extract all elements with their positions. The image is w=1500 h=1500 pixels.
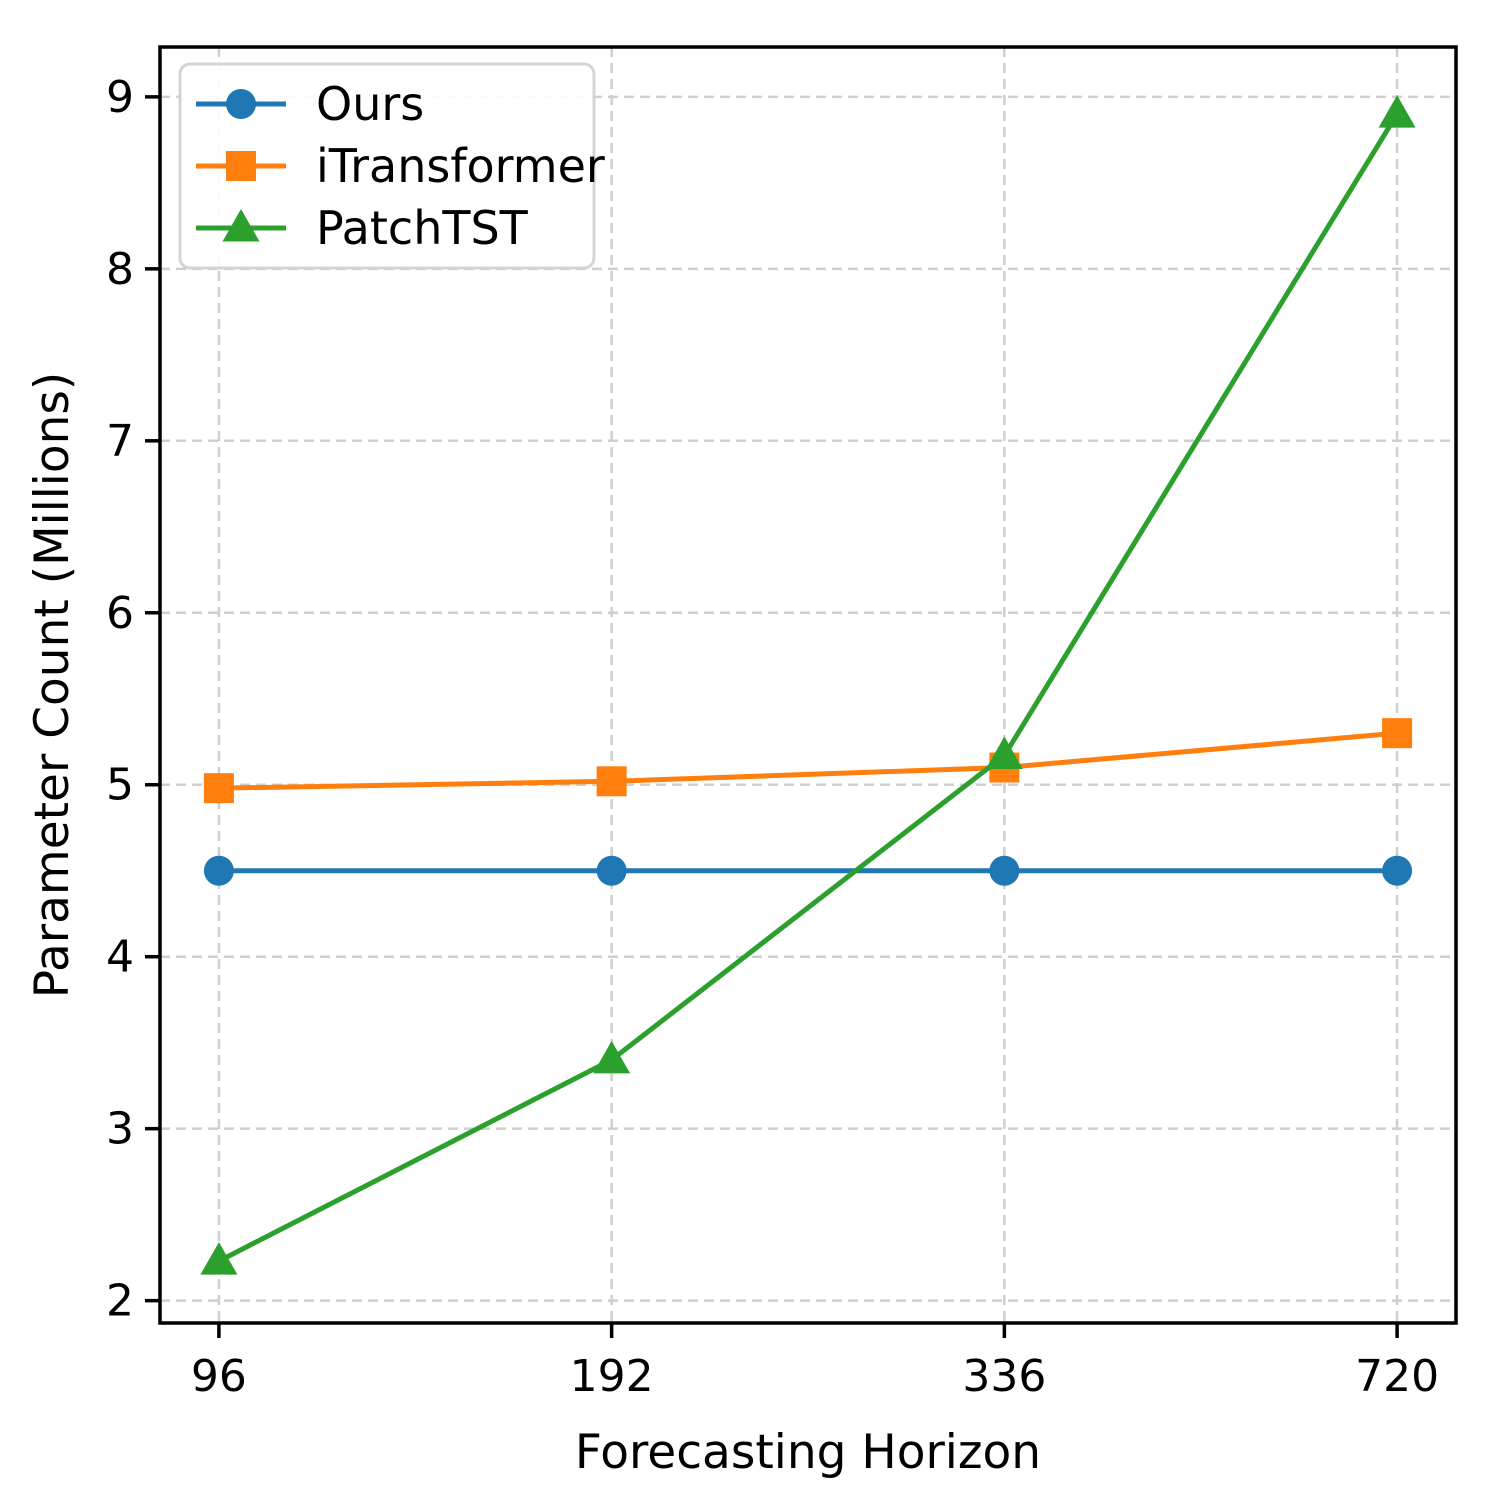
legend: Ours iTransformer PatchTST xyxy=(178,62,605,270)
y-tick-label: 6 xyxy=(106,588,134,639)
legend-box xyxy=(178,62,596,270)
legend-label: Ours xyxy=(316,77,424,131)
series-line-patchtst xyxy=(216,111,1400,1264)
y-axis-label: Parameter Count (Millions) xyxy=(25,372,80,998)
y-tick-label: 7 xyxy=(106,416,134,467)
y-tick-label: 2 xyxy=(106,1276,134,1327)
data-point-ours-circle-marker xyxy=(1382,855,1413,886)
legend-item-ours: Ours xyxy=(196,77,424,131)
data-point-itransformer-square-marker xyxy=(203,773,234,804)
legend-label: iTransformer xyxy=(316,139,605,193)
data-point-ours-circle-marker xyxy=(989,855,1020,886)
y-tick-label: 3 xyxy=(106,1104,134,1155)
data-point-patchtst-triangle-marker xyxy=(200,1242,238,1275)
y-tick-label: 8 xyxy=(106,244,134,295)
data-point-itransformer-square-marker xyxy=(1382,718,1413,749)
x-axis-label: Forecasting Horizon xyxy=(575,1425,1041,1480)
x-tick-label: 336 xyxy=(962,1351,1046,1402)
y-tick-label: 9 xyxy=(106,72,134,123)
data-point-ours-circle-marker xyxy=(596,855,627,886)
legend-triangle-marker xyxy=(222,209,260,242)
legend-square-marker xyxy=(226,151,256,181)
x-tick-label: 96 xyxy=(191,1351,247,1402)
legend-circle-marker xyxy=(226,89,256,119)
data-point-ours-circle-marker xyxy=(203,855,234,886)
data-point-patchtst-triangle-marker xyxy=(593,1040,631,1074)
data-point-itransformer-square-marker xyxy=(596,766,627,797)
legend-item-patchtst: PatchTST xyxy=(196,201,529,255)
x-tick-label: 720 xyxy=(1355,1351,1439,1402)
y-tick-label: 4 xyxy=(106,932,134,983)
plot-border xyxy=(158,45,1458,1325)
x-tick-label: 192 xyxy=(570,1351,654,1402)
data-point-patchtst-triangle-marker xyxy=(985,736,1023,770)
y-tick-label: 5 xyxy=(106,760,134,811)
legend-item-itransformer: iTransformer xyxy=(196,139,605,193)
data-point-patchtst-triangle-marker xyxy=(1378,95,1416,128)
series-line-itransformer xyxy=(216,730,1400,791)
legend-label: PatchTST xyxy=(316,201,529,255)
